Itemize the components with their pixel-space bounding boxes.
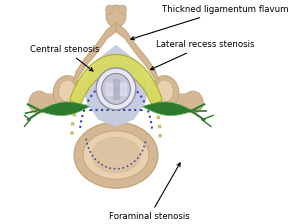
- Ellipse shape: [59, 80, 76, 102]
- Ellipse shape: [150, 76, 179, 111]
- Ellipse shape: [29, 91, 49, 113]
- Polygon shape: [39, 102, 90, 116]
- Ellipse shape: [102, 73, 130, 104]
- Ellipse shape: [119, 5, 127, 14]
- Polygon shape: [178, 93, 187, 111]
- Ellipse shape: [106, 5, 126, 27]
- Polygon shape: [46, 93, 54, 111]
- Text: Thickned ligamentum flavum: Thickned ligamentum flavum: [131, 5, 289, 40]
- Polygon shape: [70, 54, 162, 108]
- Text: Lateral recess stenosis: Lateral recess stenosis: [151, 40, 254, 70]
- Ellipse shape: [83, 131, 149, 179]
- Polygon shape: [72, 23, 116, 93]
- Ellipse shape: [92, 137, 140, 173]
- Text: Foraminal stenosis: Foraminal stenosis: [109, 163, 190, 221]
- Ellipse shape: [106, 5, 113, 14]
- Polygon shape: [83, 45, 149, 126]
- Ellipse shape: [183, 91, 203, 113]
- Ellipse shape: [156, 80, 173, 102]
- Polygon shape: [142, 102, 193, 116]
- Ellipse shape: [74, 122, 158, 188]
- Ellipse shape: [53, 76, 82, 111]
- Text: Central stenosis: Central stenosis: [30, 45, 100, 71]
- Polygon shape: [116, 23, 160, 93]
- Ellipse shape: [96, 68, 136, 110]
